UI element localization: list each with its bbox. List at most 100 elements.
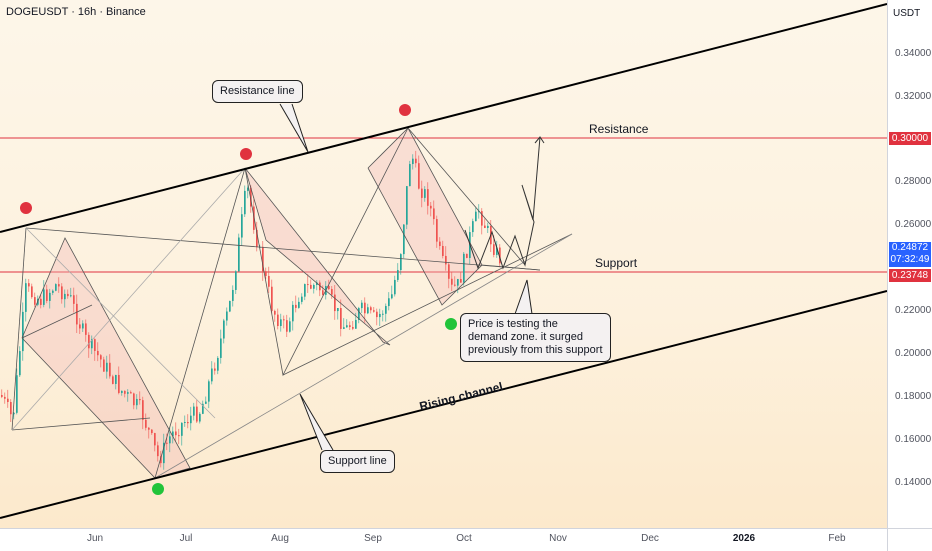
chart-svg[interactable] bbox=[0, 0, 887, 528]
price-tick: 0.22000 bbox=[895, 305, 932, 316]
trough-marker-1 bbox=[152, 483, 164, 495]
candle-body bbox=[379, 313, 381, 318]
candle-body bbox=[406, 186, 408, 225]
candle-body bbox=[163, 442, 165, 464]
candle-body bbox=[7, 398, 9, 402]
price-tick: 0.18000 bbox=[895, 391, 932, 402]
candle-body bbox=[157, 445, 159, 457]
candle-body bbox=[127, 392, 129, 394]
resistance-callout-pointer bbox=[279, 103, 309, 153]
candle-body bbox=[97, 350, 99, 356]
candle-body bbox=[55, 284, 57, 291]
candle-body bbox=[196, 406, 198, 422]
candle-body bbox=[133, 393, 135, 406]
price-callout-line-2: demand zone. it surged bbox=[468, 331, 583, 343]
candle-body bbox=[436, 219, 438, 242]
chart-plot-area[interactable]: DOGEUSDT · 16h · Binance Resistance Supp… bbox=[0, 0, 887, 528]
candle-body bbox=[142, 400, 144, 420]
candle-body bbox=[109, 362, 111, 377]
price-tick: 0.34000 bbox=[895, 48, 932, 59]
projected-arrow-head bbox=[534, 136, 545, 144]
currency-label[interactable]: USDT bbox=[893, 8, 921, 19]
candle-body bbox=[367, 307, 369, 314]
candle-body bbox=[358, 308, 360, 320]
candle-body bbox=[172, 431, 174, 437]
candle-body bbox=[397, 270, 399, 280]
candle-body bbox=[16, 375, 18, 413]
candle-body bbox=[64, 293, 66, 300]
candle-body bbox=[223, 320, 225, 339]
time-tick: Oct bbox=[456, 533, 472, 544]
candle-body bbox=[211, 368, 213, 382]
time-tick: Aug bbox=[271, 533, 289, 544]
time-tick: Jun bbox=[86, 533, 104, 544]
candle-body bbox=[385, 306, 387, 314]
candle-body bbox=[199, 413, 201, 422]
price-tick: 0.20000 bbox=[895, 348, 932, 359]
candle-body bbox=[229, 300, 231, 312]
candle-body bbox=[52, 290, 54, 293]
candle-body bbox=[139, 398, 141, 401]
pattern-lines bbox=[11, 127, 573, 479]
price-tick: 0.16000 bbox=[895, 434, 932, 445]
candle-body bbox=[418, 163, 420, 189]
candle-body bbox=[475, 211, 477, 222]
candle-body bbox=[412, 158, 414, 165]
time-tick: Nov bbox=[549, 533, 567, 544]
candle-body bbox=[130, 392, 132, 394]
candle-body bbox=[499, 247, 501, 264]
candle-body bbox=[19, 351, 21, 376]
candle-body bbox=[181, 422, 183, 436]
candle-body bbox=[82, 323, 84, 329]
channel-upper-line[interactable] bbox=[0, 3, 887, 233]
candle-body bbox=[400, 254, 402, 271]
time-tick-year: 2026 bbox=[732, 533, 756, 544]
candle-body bbox=[70, 295, 72, 297]
candle-body bbox=[307, 284, 309, 286]
candle-body bbox=[433, 208, 435, 220]
candle-body bbox=[268, 275, 270, 287]
price-tick: 0.28000 bbox=[895, 176, 932, 187]
candle-body bbox=[232, 289, 234, 301]
candle-body bbox=[427, 189, 429, 206]
candle-body bbox=[40, 298, 42, 305]
candle-body bbox=[319, 282, 321, 291]
candle-body bbox=[100, 355, 102, 360]
candle-body bbox=[187, 421, 189, 424]
candle-body bbox=[235, 271, 237, 290]
candle-body bbox=[454, 284, 456, 286]
candle-body bbox=[388, 298, 390, 307]
channel-lower-line[interactable] bbox=[0, 290, 887, 519]
candle-body bbox=[346, 325, 348, 328]
candle-countdown: 07:32:49 bbox=[890, 254, 930, 265]
candle-body bbox=[103, 359, 105, 372]
candle-body bbox=[208, 381, 210, 402]
candle-body bbox=[34, 297, 36, 305]
candle-body bbox=[238, 237, 240, 272]
peak-marker-2 bbox=[240, 148, 252, 160]
time-axis[interactable] bbox=[0, 528, 887, 551]
candle-body bbox=[4, 396, 6, 399]
candle-body bbox=[94, 339, 96, 351]
resistance-label: Resistance bbox=[589, 122, 649, 136]
candle-body bbox=[166, 442, 168, 444]
candle-body bbox=[292, 304, 294, 322]
price-tick: 0.26000 bbox=[895, 219, 932, 230]
candle-body bbox=[298, 301, 300, 308]
price-callout-line-3: previously from this support bbox=[468, 344, 603, 356]
candle-body bbox=[364, 302, 366, 314]
candle-body bbox=[22, 311, 24, 352]
price-callout-line-1: Price is testing the bbox=[468, 318, 558, 330]
candle-body bbox=[118, 374, 120, 393]
candle-body bbox=[58, 284, 60, 287]
candle-body bbox=[286, 320, 288, 332]
axis-corner[interactable] bbox=[887, 528, 932, 551]
candle-body bbox=[175, 431, 177, 436]
candle-body bbox=[484, 225, 486, 228]
symbol-title[interactable]: DOGEUSDT · 16h · Binance bbox=[6, 6, 146, 18]
time-tick: Feb bbox=[828, 533, 846, 544]
candle-body bbox=[76, 303, 78, 325]
support-label: Support bbox=[595, 256, 638, 270]
candle-body bbox=[481, 211, 483, 226]
